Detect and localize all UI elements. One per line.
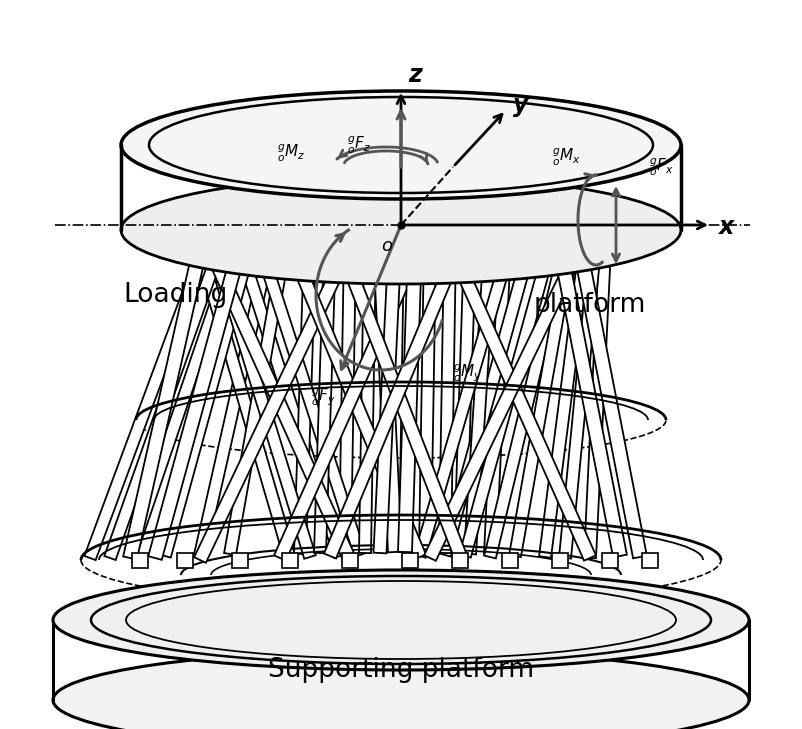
Text: ${}^{g}_{o}F_{z}$: ${}^{g}_{o}F_{z}$ xyxy=(347,134,371,155)
Ellipse shape xyxy=(121,91,681,199)
Polygon shape xyxy=(424,244,585,561)
Polygon shape xyxy=(552,553,568,568)
Polygon shape xyxy=(559,247,601,558)
Polygon shape xyxy=(342,553,358,568)
Polygon shape xyxy=(324,241,466,558)
Polygon shape xyxy=(454,243,476,553)
Polygon shape xyxy=(282,553,298,568)
Polygon shape xyxy=(232,553,248,568)
Polygon shape xyxy=(419,243,436,552)
Polygon shape xyxy=(502,553,518,568)
Polygon shape xyxy=(224,244,291,555)
Text: ${}^{g}_{o}M_{z}$: ${}^{g}_{o}M_{z}$ xyxy=(277,142,305,163)
Polygon shape xyxy=(464,243,496,554)
Polygon shape xyxy=(573,246,647,558)
Text: Supporting platform: Supporting platform xyxy=(268,657,534,683)
Polygon shape xyxy=(399,243,416,552)
Text: x: x xyxy=(719,215,735,239)
Polygon shape xyxy=(124,245,241,558)
Polygon shape xyxy=(398,243,422,553)
Polygon shape xyxy=(104,245,225,560)
Ellipse shape xyxy=(121,176,681,284)
Polygon shape xyxy=(209,246,316,558)
Text: platform: platform xyxy=(534,292,646,318)
Polygon shape xyxy=(602,553,618,568)
Polygon shape xyxy=(415,244,516,558)
Polygon shape xyxy=(132,553,148,568)
Polygon shape xyxy=(444,241,596,561)
Ellipse shape xyxy=(53,650,749,729)
Text: ${}^{g}_{o}F_{x}$: ${}^{g}_{o}F_{x}$ xyxy=(649,157,674,178)
Polygon shape xyxy=(484,245,511,554)
Polygon shape xyxy=(359,243,376,553)
Polygon shape xyxy=(642,553,658,568)
Text: ${}^{g}_{o}M_{x}$: ${}^{g}_{o}M_{x}$ xyxy=(552,147,581,168)
Polygon shape xyxy=(314,243,336,553)
Polygon shape xyxy=(274,241,426,561)
Polygon shape xyxy=(204,246,356,563)
Polygon shape xyxy=(439,244,536,556)
Polygon shape xyxy=(194,243,276,556)
Polygon shape xyxy=(194,247,296,560)
Polygon shape xyxy=(484,246,571,558)
Polygon shape xyxy=(373,243,402,553)
Polygon shape xyxy=(234,245,346,558)
Polygon shape xyxy=(284,243,426,559)
Text: Loading: Loading xyxy=(123,282,227,308)
Polygon shape xyxy=(177,553,193,568)
Polygon shape xyxy=(339,243,356,553)
Ellipse shape xyxy=(53,570,749,670)
Polygon shape xyxy=(374,243,402,553)
Polygon shape xyxy=(160,244,256,558)
Polygon shape xyxy=(452,553,468,568)
Polygon shape xyxy=(379,243,396,552)
Text: y: y xyxy=(513,93,529,117)
Polygon shape xyxy=(439,243,456,553)
Polygon shape xyxy=(124,247,207,560)
Text: ${}^{g}_{o}M_{y}$: ${}^{g}_{o}M_{y}$ xyxy=(453,362,482,383)
Polygon shape xyxy=(584,248,611,558)
Polygon shape xyxy=(294,243,316,554)
Polygon shape xyxy=(194,242,356,563)
Polygon shape xyxy=(539,246,591,558)
Polygon shape xyxy=(148,245,247,560)
Polygon shape xyxy=(334,241,466,558)
Polygon shape xyxy=(509,246,576,557)
Text: z: z xyxy=(408,63,422,87)
Polygon shape xyxy=(402,553,418,568)
Polygon shape xyxy=(460,246,556,558)
Polygon shape xyxy=(553,246,627,558)
Polygon shape xyxy=(254,244,366,557)
Text: o: o xyxy=(382,237,392,255)
Text: ${}^{g}_{o}F_{y}$: ${}^{g}_{o}F_{y}$ xyxy=(310,386,335,408)
Polygon shape xyxy=(84,246,211,560)
